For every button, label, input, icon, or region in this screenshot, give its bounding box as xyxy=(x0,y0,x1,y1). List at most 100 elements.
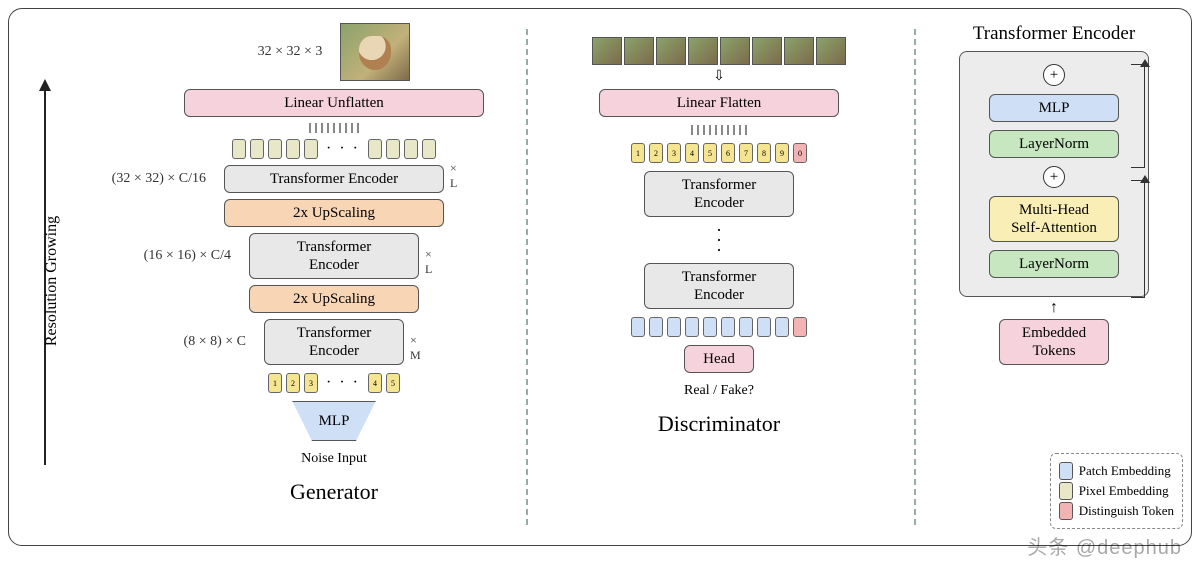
divider-1 xyxy=(526,29,528,525)
disc-tokens-top: 1234567890 xyxy=(631,143,807,163)
patch-token: 3 xyxy=(304,373,318,393)
multiplier-label: × M xyxy=(410,333,421,363)
up2: 2x UpScaling xyxy=(224,199,444,227)
legend-swatch xyxy=(1059,482,1073,500)
distinguish-token: 0 xyxy=(793,143,807,163)
patch-token: 4 xyxy=(368,373,382,393)
embedded-tokens: Embedded Tokens xyxy=(999,319,1109,365)
image-patch xyxy=(784,37,814,65)
real-fake-label: Real / Fake? xyxy=(684,383,754,399)
image-patch xyxy=(752,37,782,65)
linear-flatten: Linear Flatten xyxy=(599,89,839,117)
pixel-token xyxy=(232,139,246,159)
encoder-box: + MLP LayerNorm + Multi-Head Self-Attent… xyxy=(959,51,1149,297)
patch-embedding-token xyxy=(631,317,645,337)
patch-embedding-token xyxy=(703,317,717,337)
axis-label: Resolution Growing xyxy=(43,216,61,346)
watermark: 头条 @deephub xyxy=(1027,531,1182,560)
legend-label: Pixel Embedding xyxy=(1079,483,1169,499)
patch-token: 2 xyxy=(286,373,300,393)
enc2: Transformer Encoder xyxy=(249,233,419,279)
divider-2 xyxy=(914,29,916,525)
dim-label: (16 × 16) × C/4 xyxy=(144,248,231,264)
patch-token: 9 xyxy=(775,143,789,163)
up1: 2x UpScaling xyxy=(249,285,419,313)
legend-row: Patch Embedding xyxy=(1059,462,1174,480)
pixel-token xyxy=(386,139,400,159)
enc-layernorm-2: LayerNorm xyxy=(989,250,1119,278)
patch-embedding-token xyxy=(649,317,663,337)
patch-embedding-token xyxy=(739,317,753,337)
input-patches xyxy=(592,37,846,65)
patch-token: 8 xyxy=(757,143,771,163)
thumb-dim-label: 32 × 32 × 3 xyxy=(258,44,323,60)
ellipsis-icon: · · · xyxy=(322,140,364,158)
disc-tokens-bottom xyxy=(631,317,807,337)
discriminator-title: Discriminator xyxy=(658,411,780,437)
head-block: Head xyxy=(684,345,754,373)
enc-layernorm-1: LayerNorm xyxy=(989,130,1119,158)
noise-input-label: Noise Input xyxy=(301,451,367,467)
output-image-thumb xyxy=(340,23,410,81)
encoder-title: Transformer Encoder xyxy=(919,23,1189,45)
enc-mhsa: Multi-Head Self-Attention xyxy=(989,196,1119,242)
pixel-token xyxy=(250,139,264,159)
patch-token: 5 xyxy=(386,373,400,393)
generator-title: Generator xyxy=(290,479,378,505)
image-patch xyxy=(720,37,750,65)
mlp-label: MLP xyxy=(319,413,350,430)
multiplier-label: × L xyxy=(425,247,432,277)
patch-embedding-token xyxy=(721,317,735,337)
patch-embedding-token xyxy=(667,317,681,337)
unflatten-connectors xyxy=(309,123,359,133)
linear-unflatten: Linear Unflatten xyxy=(184,89,484,117)
resolution-axis: Resolution Growing xyxy=(39,79,51,465)
legend-label: Distinguish Token xyxy=(1079,503,1174,519)
patch-token: 6 xyxy=(721,143,735,163)
generator-column: Resolution Growing 32 × 32 × 3 Linear Un… xyxy=(29,19,519,535)
patch-embedding-token xyxy=(757,317,771,337)
patch-token: 3 xyxy=(667,143,681,163)
distinguish-token xyxy=(793,317,807,337)
pixel-token xyxy=(404,139,418,159)
dim-label: (32 × 32) × C/16 xyxy=(112,171,206,187)
multiplier-label: × L xyxy=(450,161,457,191)
enc1: Transformer Encoder xyxy=(264,319,404,365)
down-arrow-icon: ⇩ xyxy=(713,73,725,81)
residual-add-icon: + xyxy=(1043,166,1065,188)
up-arrow-icon: ↑ xyxy=(919,299,1189,317)
dim-label: (8 × 8) × C xyxy=(184,334,246,350)
legend-row: Pixel Embedding xyxy=(1059,482,1174,500)
discriminator-column: ⇩ Linear Flatten 1234567890 Transformer … xyxy=(529,19,909,535)
ellipsis-icon: ··· xyxy=(716,225,722,255)
pixel-token xyxy=(422,139,436,159)
pixel-token xyxy=(268,139,282,159)
legend-swatch xyxy=(1059,462,1073,480)
gen-tokens-bottom: 123· · ·45 xyxy=(268,373,400,393)
disc-encoder-b: Transformer Encoder xyxy=(644,263,794,309)
patch-embedding-token xyxy=(685,317,699,337)
image-patch xyxy=(656,37,686,65)
encoder-column: Transformer Encoder + MLP LayerNorm + Mu… xyxy=(919,19,1189,535)
mlp-trapezoid: MLP xyxy=(279,401,389,441)
image-patch xyxy=(688,37,718,65)
patch-embedding-token xyxy=(775,317,789,337)
image-patch xyxy=(624,37,654,65)
gen-tokens-top: · · · xyxy=(232,139,436,159)
patch-token: 1 xyxy=(268,373,282,393)
legend-swatch xyxy=(1059,502,1073,520)
skip-connection-bottom xyxy=(1131,180,1145,298)
image-patch xyxy=(816,37,846,65)
diagram-frame: Resolution Growing 32 × 32 × 3 Linear Un… xyxy=(8,8,1192,546)
image-patch xyxy=(592,37,622,65)
disc-encoder-a: Transformer Encoder xyxy=(644,171,794,217)
legend-label: Patch Embedding xyxy=(1079,463,1171,479)
patch-token: 2 xyxy=(649,143,663,163)
enc3: Transformer Encoder xyxy=(224,165,444,193)
enc-mlp: MLP xyxy=(989,94,1119,122)
legend: Patch Embedding Pixel Embedding Distinguis… xyxy=(1050,453,1183,529)
pixel-token xyxy=(368,139,382,159)
residual-add-icon: + xyxy=(1043,64,1065,86)
pixel-token xyxy=(304,139,318,159)
patch-token: 5 xyxy=(703,143,717,163)
